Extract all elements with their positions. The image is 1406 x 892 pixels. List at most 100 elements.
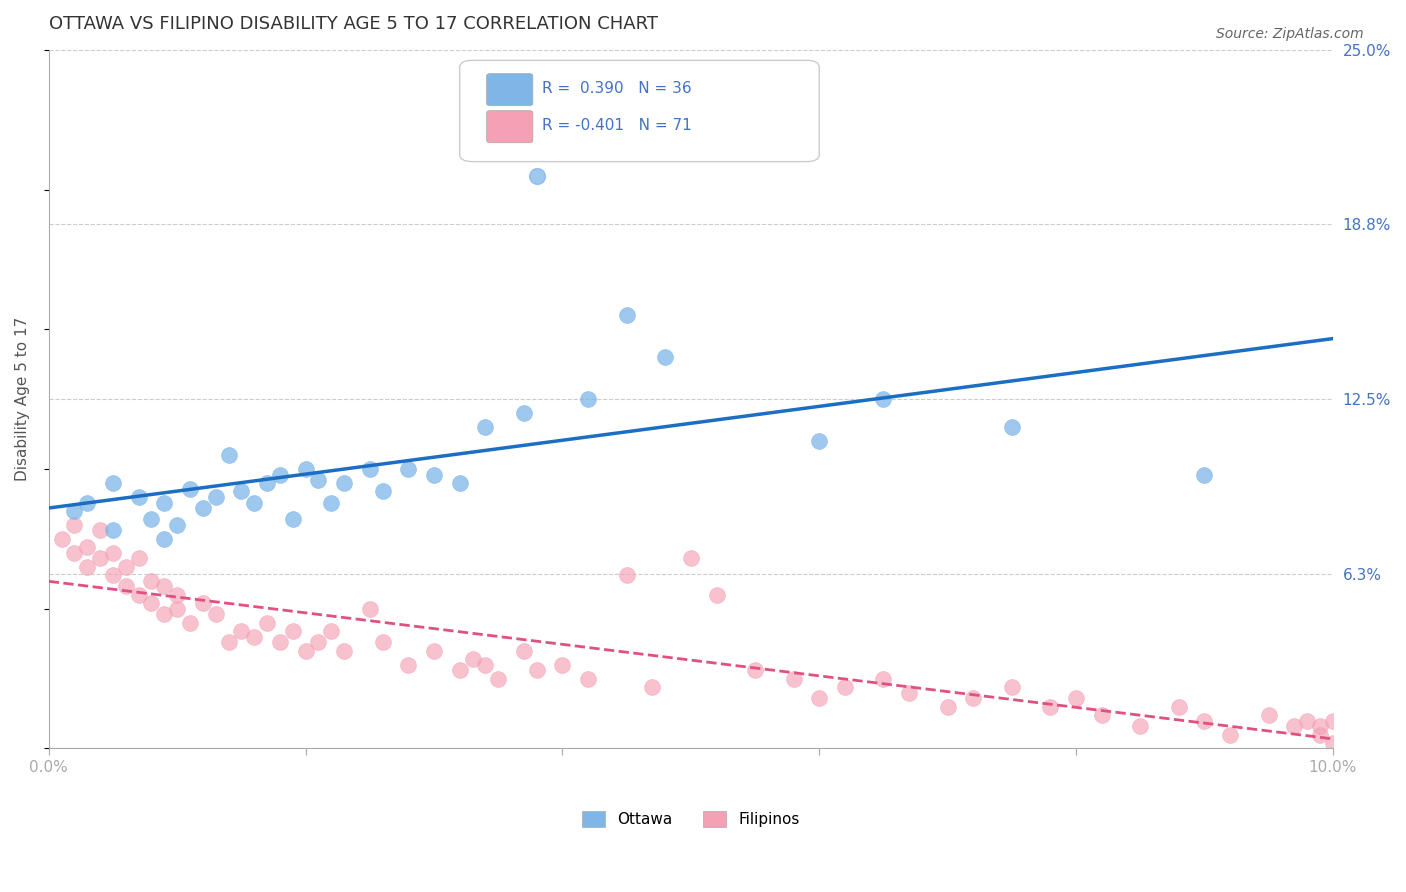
Point [641,680,664,694]
Point [449,663,471,677]
Point [269,635,291,649]
Point [269,467,291,482]
Point [872,672,894,686]
Point [128,588,150,602]
Point [281,624,304,639]
Point [936,699,959,714]
Point [307,635,329,649]
Text: R = -0.401   N = 71: R = -0.401 N = 71 [541,119,692,134]
Point [1167,699,1189,714]
Point [744,663,766,677]
Point [474,657,496,672]
Point [179,482,201,496]
Point [1219,727,1241,741]
Point [191,596,214,610]
Point [1064,691,1087,706]
Point [101,546,124,560]
Point [204,490,226,504]
Point [808,434,831,448]
Point [101,475,124,490]
Point [231,484,253,499]
Point [243,630,266,644]
Point [1296,714,1319,728]
Point [321,495,343,509]
Text: Source: ZipAtlas.com: Source: ZipAtlas.com [1216,27,1364,41]
Point [128,551,150,566]
Point [396,462,419,476]
Text: R =  0.390   N = 36: R = 0.390 N = 36 [541,81,692,96]
Point [616,308,638,322]
Point [76,559,98,574]
Point [834,680,856,694]
Point [1001,680,1024,694]
Point [962,691,984,706]
Point [294,462,316,476]
Point [486,672,509,686]
Point [166,517,188,532]
Point [1129,719,1152,733]
Point [616,568,638,582]
Point [321,624,343,639]
Point [576,392,599,406]
Point [89,524,111,538]
Point [513,406,536,420]
Point [76,495,98,509]
Point [1257,708,1279,723]
Point [256,475,278,490]
Point [179,615,201,630]
Legend: Ottawa, Filipinos: Ottawa, Filipinos [576,805,806,833]
Point [63,546,86,560]
Point [449,475,471,490]
Point [141,574,163,588]
Point [396,657,419,672]
Point [218,635,240,649]
Point [191,501,214,516]
Point [1309,727,1331,741]
FancyBboxPatch shape [486,73,533,106]
FancyBboxPatch shape [460,61,820,161]
Point [526,169,548,183]
Point [423,467,446,482]
Point [526,663,548,677]
Point [231,624,253,639]
Point [898,685,921,699]
Point [141,512,163,526]
Point [1322,736,1344,750]
Point [101,524,124,538]
Point [153,607,176,622]
Point [513,643,536,657]
Point [141,596,163,610]
Point [1284,719,1306,733]
Point [576,672,599,686]
Point [808,691,831,706]
Point [243,495,266,509]
Point [281,512,304,526]
Point [1194,714,1216,728]
Point [872,392,894,406]
Point [51,532,73,546]
Point [1091,708,1114,723]
Point [153,579,176,593]
Point [782,672,804,686]
Point [1322,714,1344,728]
Point [114,579,136,593]
Text: OTTAWA VS FILIPINO DISABILITY AGE 5 TO 17 CORRELATION CHART: OTTAWA VS FILIPINO DISABILITY AGE 5 TO 1… [49,15,658,33]
Point [461,652,484,666]
Y-axis label: Disability Age 5 to 17: Disability Age 5 to 17 [15,317,30,482]
Point [76,541,98,555]
Point [423,643,446,657]
Point [359,601,381,615]
Point [63,504,86,518]
Point [371,635,394,649]
Point [114,559,136,574]
Point [1309,719,1331,733]
Point [166,588,188,602]
Point [307,473,329,487]
Point [333,643,356,657]
Point [371,484,394,499]
Point [101,568,124,582]
Point [294,643,316,657]
Point [1001,420,1024,434]
Point [551,657,574,672]
Point [679,551,702,566]
